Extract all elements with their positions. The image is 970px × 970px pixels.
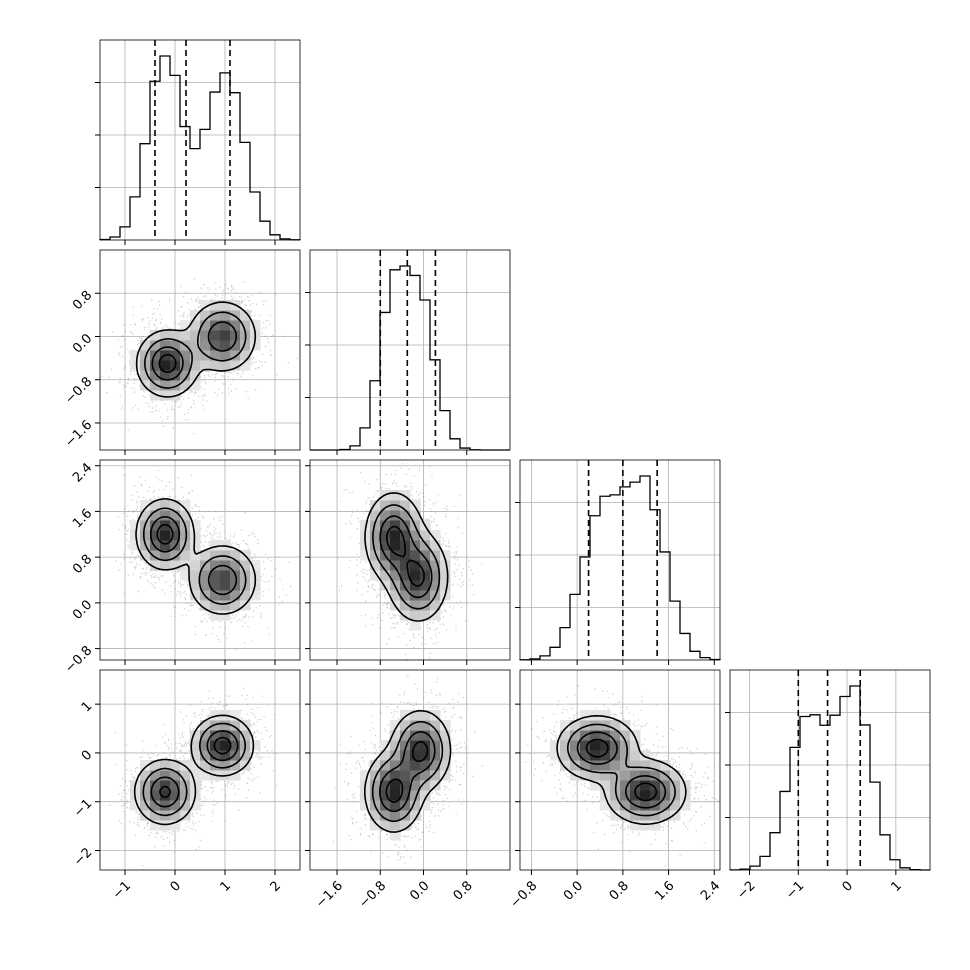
panel-frame (309, 459, 511, 661)
joint-panel-p1-p4 (95, 669, 301, 875)
histogram-step (310, 265, 510, 451)
density-contour (133, 714, 255, 826)
density-contour (371, 720, 444, 823)
panel-frame (99, 39, 301, 241)
x-tick-label-p1: 1 (218, 878, 234, 894)
x-tick-label-p4: −2 (734, 878, 758, 902)
y-tick-label-p2: 0.0 (70, 331, 95, 356)
histogram-step (519, 475, 721, 661)
joint-panel-p1-p2 (95, 249, 301, 455)
density-cells (130, 500, 261, 621)
density-contour (150, 516, 238, 596)
panel-frame (519, 669, 721, 871)
y-tick-label-p2: −1.6 (62, 418, 95, 451)
joint-panel-p3-p4 (515, 669, 721, 875)
panel-frame (99, 459, 301, 661)
y-tick-label-p3: 0.8 (70, 552, 95, 577)
x-tick-label-p3: 1.6 (652, 878, 677, 903)
x-tick-label-p3: 0.8 (607, 878, 632, 903)
y-tick-label-p2: 0.8 (70, 288, 95, 313)
density-contour (135, 301, 257, 398)
x-tick-label-p1: 2 (268, 878, 284, 894)
density-cells (550, 710, 691, 831)
y-tick-label-p4: −1 (71, 796, 95, 820)
density-contour (143, 507, 247, 605)
density-contour (372, 504, 441, 610)
x-tick-label-p1: 0 (168, 878, 184, 894)
panel-frame (729, 669, 931, 871)
density-contour (159, 736, 232, 798)
y-tick-label-p4: 0 (79, 748, 95, 764)
marginal-histogram-p1 (95, 39, 301, 245)
y-tick-label-p3: 2.4 (70, 460, 95, 485)
marginal-histogram-p2 (305, 249, 511, 455)
density-contour (386, 525, 425, 587)
density-contour (567, 723, 676, 817)
joint-panel-p1-p3 (95, 459, 301, 665)
panel-frame (309, 249, 511, 451)
y-tick-label-p4: −2 (71, 845, 95, 869)
x-tick-label-p2: 0.0 (407, 878, 432, 903)
y-tick-label-p2: −0.8 (62, 374, 95, 407)
density-contour (144, 311, 247, 389)
x-tick-label-p2: −0.8 (356, 878, 389, 911)
panel-frame (99, 669, 301, 871)
density-contour (156, 524, 174, 545)
density-contour (151, 321, 238, 381)
x-tick-label-p2: −1.6 (313, 878, 346, 911)
x-tick-label-p3: 2.4 (698, 878, 723, 903)
marginal-histogram-p4 (725, 669, 931, 875)
density-contour (142, 722, 246, 817)
y-tick-label-p4: 1 (79, 699, 95, 715)
x-tick-label-p4: −1 (783, 878, 807, 902)
density-contour (556, 715, 687, 825)
density-contour (364, 709, 452, 833)
x-tick-label-p1: −1 (110, 878, 134, 902)
density-cells (360, 710, 451, 841)
y-tick-label-p3: 1.6 (70, 506, 95, 531)
y-tick-label-p3: 0.0 (70, 598, 95, 623)
density-contour (576, 731, 667, 809)
x-tick-label-p3: −0.8 (508, 878, 541, 911)
panel-frame (309, 669, 511, 871)
histogram-step (99, 55, 301, 241)
density-contour (379, 731, 436, 813)
panel-frame (519, 459, 721, 661)
density-contour (158, 353, 177, 374)
x-tick-label-p4: 1 (888, 878, 904, 894)
histogram-step (729, 685, 931, 871)
panel-frame (99, 249, 301, 451)
y-tick-label-p3: −0.8 (62, 643, 95, 676)
density-contour (364, 492, 449, 622)
joint-panel-p2-p3 (305, 459, 511, 665)
density-contour (385, 740, 429, 803)
marginal-histogram-p3 (515, 459, 721, 665)
density-contour (135, 498, 257, 615)
x-tick-label-p4: 0 (840, 878, 856, 894)
density-contour (379, 515, 433, 599)
joint-panel-p2-p4 (305, 669, 511, 875)
density-contour (150, 730, 239, 808)
density-contour (585, 738, 658, 802)
x-tick-label-p2: 0.8 (451, 878, 476, 903)
x-tick-label-p3: 0.0 (561, 878, 586, 903)
